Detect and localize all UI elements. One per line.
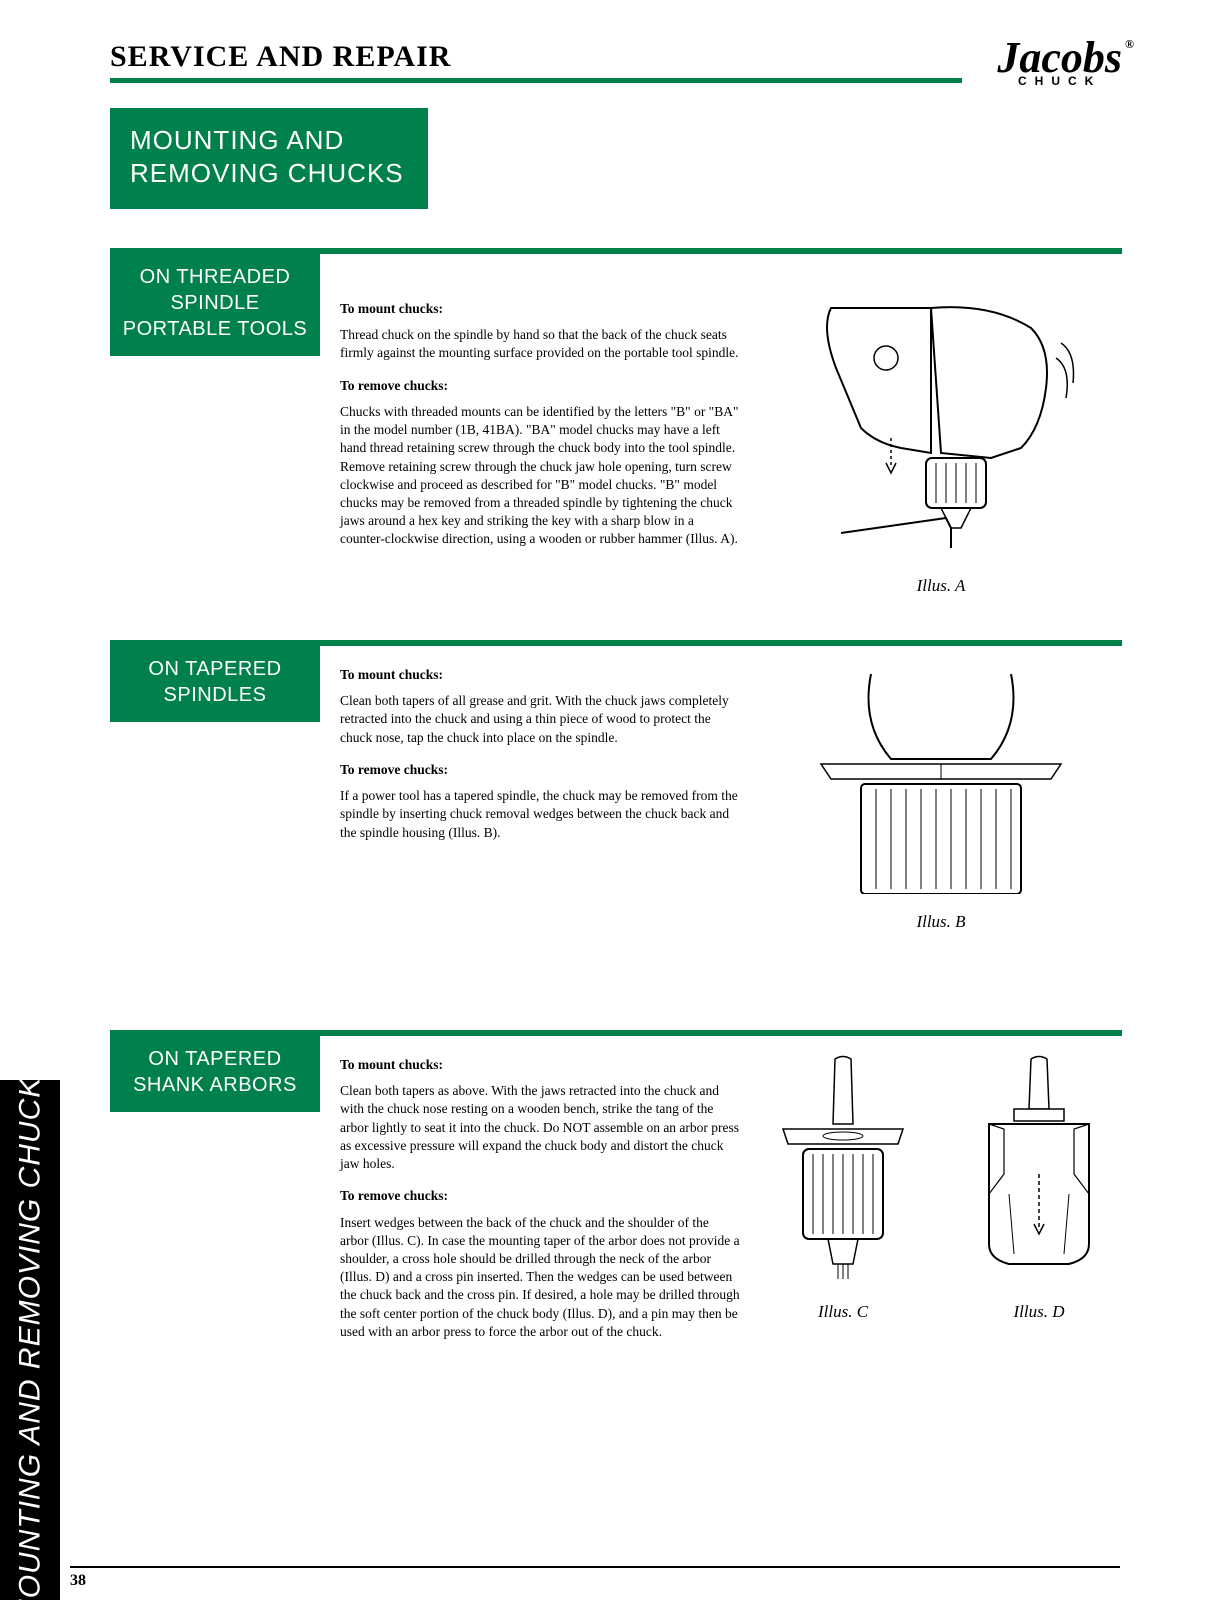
- illus-caption-a: Illus. A: [760, 576, 1122, 596]
- illus-caption-d: Illus. D: [956, 1302, 1122, 1322]
- remove-heading: To remove chucks:: [340, 761, 740, 779]
- mount-body: Thread chuck on the spindle by hand so t…: [340, 326, 740, 362]
- remove-heading: To remove chucks:: [340, 377, 740, 395]
- text-column: To mount chucks: Clean both tapers as ab…: [340, 1044, 740, 1349]
- main-section-tag: MOUNTING AND REMOVING CHUCKS: [110, 108, 428, 209]
- page-title: SERVICE AND REPAIR: [110, 40, 451, 74]
- illus-caption-c: Illus. C: [760, 1302, 926, 1322]
- mount-heading: To mount chucks:: [340, 666, 740, 684]
- main-tag-line2: REMOVING CHUCKS: [130, 157, 404, 190]
- tag-spacer: [110, 654, 320, 932]
- mount-heading: To mount chucks:: [340, 300, 740, 318]
- illustration-b: [760, 654, 1122, 904]
- illus-caption-b: Illus. B: [760, 912, 1122, 932]
- side-tab-text: MOUNTING AND REMOVING CHUCKS: [13, 1056, 47, 1624]
- remove-heading: To remove chucks:: [340, 1187, 740, 1205]
- mount-body: Clean both tapers as above. With the jaw…: [340, 1082, 740, 1173]
- tag-spacer: [110, 1044, 320, 1349]
- section-tapered-shank-arbors: ON TAPERED SHANK ARBORS To mount chucks:…: [110, 1030, 1122, 1349]
- remove-body: Chucks with threaded mounts can be ident…: [340, 403, 740, 549]
- remove-body: Insert wedges between the back of the ch…: [340, 1214, 740, 1342]
- section-body: To mount chucks: Clean both tapers of al…: [110, 654, 1122, 932]
- section-body: To mount chucks: Thread chuck on the spi…: [110, 288, 1122, 596]
- side-tab: MOUNTING AND REMOVING CHUCKS: [0, 1080, 60, 1600]
- main-tag-line1: MOUNTING AND: [130, 124, 404, 157]
- illustration-d: [956, 1044, 1122, 1294]
- section-body: To mount chucks: Clean both tapers as ab…: [110, 1044, 1122, 1349]
- text-column: To mount chucks: Thread chuck on the spi…: [340, 288, 740, 596]
- page-number: 38: [70, 1566, 1120, 1590]
- text-column: To mount chucks: Clean both tapers of al…: [340, 654, 740, 932]
- section-tapered-spindles: ON TAPERED SPINDLES To mount chucks: Cle…: [110, 640, 1122, 932]
- section-threaded-spindle: ON THREADED SPINDLE PORTABLE TOOLS To mo…: [110, 248, 1122, 596]
- logo-reg: ®: [1125, 40, 1134, 50]
- illustration-column: Illus. C: [760, 1044, 1122, 1349]
- mount-body: Clean both tapers of all grease and grit…: [340, 692, 740, 747]
- illustration-column: Illus. B: [760, 654, 1122, 932]
- tag-spacer: [110, 288, 320, 596]
- illustration-column: Illus. A: [760, 288, 1122, 596]
- title-rule: [110, 78, 962, 83]
- remove-body: If a power tool has a tapered spindle, t…: [340, 787, 740, 842]
- illustration-a: [760, 288, 1122, 568]
- illustration-c: [760, 1044, 926, 1294]
- brand-logo: Jacobs® CHUCK: [997, 40, 1122, 87]
- mount-heading: To mount chucks:: [340, 1056, 740, 1074]
